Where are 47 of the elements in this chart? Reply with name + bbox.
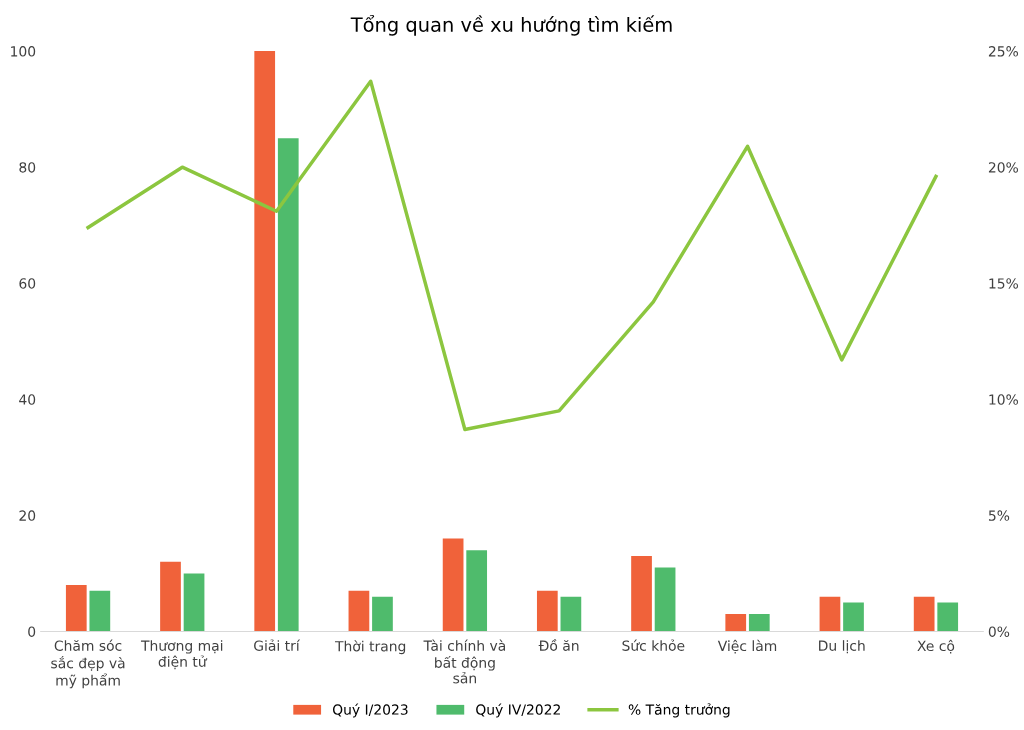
- x-tick-label: Xe cộ: [917, 639, 955, 654]
- y2-tick-label: 25%: [988, 46, 1018, 57]
- legend-label: % Tăng trưởng: [628, 703, 730, 718]
- y2-tick-label: 5%: [988, 510, 1010, 521]
- bar: [466, 550, 488, 632]
- y-tick-label: 40: [19, 394, 36, 405]
- bar: [65, 585, 87, 632]
- bar: [748, 614, 770, 632]
- y2-tick-label: 10%: [989, 394, 1018, 405]
- x-tick-label: Tài chính và bất động sản: [423, 639, 505, 684]
- x-tick-label: Thời trang: [334, 640, 406, 655]
- bar: [631, 556, 652, 632]
- y2-tick-label: 15%: [989, 278, 1018, 289]
- bar: [277, 138, 299, 632]
- chart-title: Tổng quan về xu hướng tìm kiếm: [350, 14, 672, 36]
- bar: [536, 590, 558, 632]
- bar: [442, 538, 464, 632]
- y2-tick-label: 20%: [988, 162, 1018, 173]
- y2-tick-label: 0%: [988, 626, 1010, 637]
- x-tick-label: Du lịch: [819, 640, 865, 654]
- bar: [89, 590, 111, 632]
- bar: [819, 596, 841, 632]
- y-tick-label: 0: [28, 626, 36, 637]
- line-series: [86, 79, 938, 432]
- bar: [183, 573, 205, 632]
- bar: [843, 602, 864, 632]
- x-tick-label: Chăm sóc sắc đẹp và mỹ phẩm: [51, 639, 125, 689]
- bar: [654, 567, 676, 632]
- bar: [372, 596, 393, 632]
- y-tick-label: 100: [11, 46, 36, 57]
- bar: [560, 596, 582, 632]
- x-tick-label: Đồ ăn: [538, 638, 579, 651]
- bar: [254, 51, 276, 632]
- bar: [913, 596, 935, 632]
- x-tick-label: Thương mại điện tử: [140, 640, 223, 670]
- x-tick-label: Việc làm: [717, 639, 777, 654]
- bar: [160, 561, 181, 632]
- y-tick-label: 80: [19, 162, 36, 173]
- x-tick-label: Giải trí: [254, 639, 301, 651]
- legend-label: Quý IV/2022: [476, 703, 560, 718]
- legend-label: Quý I/2023: [332, 703, 408, 718]
- y-tick-label: 20: [19, 510, 36, 521]
- bar: [937, 602, 959, 632]
- x-tick-label: Sức khỏe: [622, 639, 685, 651]
- bar: [348, 590, 370, 632]
- y-tick-label: 60: [19, 278, 36, 289]
- bar: [725, 614, 747, 632]
